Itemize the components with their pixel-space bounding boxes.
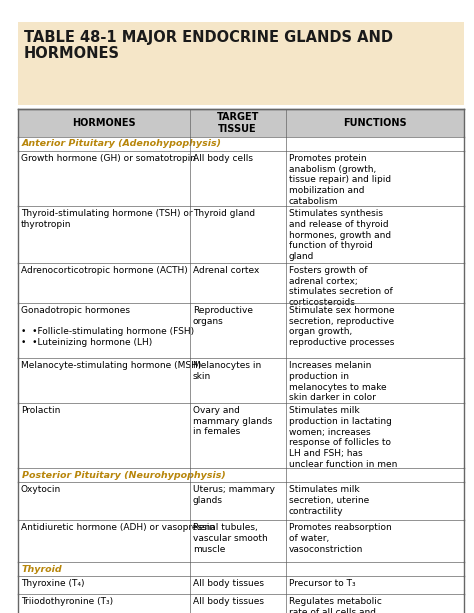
Text: Adrenal cortex: Adrenal cortex (193, 266, 259, 275)
Bar (18, 576, 464, 594)
Bar (18, 263, 464, 303)
Text: Uterus; mammary
glands: Uterus; mammary glands (193, 485, 275, 504)
Text: Oxytocin: Oxytocin (21, 485, 61, 494)
Text: Renal tubules,
vascular smooth
muscle: Renal tubules, vascular smooth muscle (193, 523, 267, 554)
Text: Promotes reabsorption
of water,
vasoconstriction: Promotes reabsorption of water, vasocons… (289, 523, 392, 554)
Text: Stimulates synthesis
and release of thyroid
hormones, growth and
function of thy: Stimulates synthesis and release of thyr… (289, 209, 391, 261)
Text: Adrenocorticotropic hormone (ACTH): Adrenocorticotropic hormone (ACTH) (21, 266, 188, 275)
Text: Promotes protein
anabolism (growth,
tissue repair) and lipid
mobilization and
ca: Promotes protein anabolism (growth, tiss… (289, 154, 391, 206)
Bar (18, 206, 464, 263)
Text: HORMONES: HORMONES (72, 118, 136, 128)
Text: HORMONES: HORMONES (24, 46, 120, 61)
Text: Regulates metabolic
rate of all cells and: Regulates metabolic rate of all cells an… (289, 597, 382, 613)
Text: TABLE 48-1 MAJOR ENDOCRINE GLANDS AND: TABLE 48-1 MAJOR ENDOCRINE GLANDS AND (24, 30, 393, 45)
Text: Anterior Pituitary (Adenohypophysis): Anterior Pituitary (Adenohypophysis) (22, 140, 222, 148)
Text: Stimulate sex hormone
secretion, reproductive
organ growth,
reproductive process: Stimulate sex hormone secretion, reprodu… (289, 306, 394, 347)
Text: Precursor to T₃: Precursor to T₃ (289, 579, 355, 588)
Text: Antidiuretic hormone (ADH) or vasopressin: Antidiuretic hormone (ADH) or vasopressi… (21, 523, 215, 532)
Text: Growth hormone (GH) or somatotropin: Growth hormone (GH) or somatotropin (21, 154, 196, 163)
Bar (18, 468, 464, 482)
Text: Ovary and
mammary glands
in females: Ovary and mammary glands in females (193, 406, 272, 436)
Text: FUNCTIONS: FUNCTIONS (343, 118, 407, 128)
Bar (18, 520, 464, 562)
Text: Thyroid gland: Thyroid gland (193, 209, 255, 218)
Text: Fosters growth of
adrenal cortex;
stimulates secretion of
corticosteroids: Fosters growth of adrenal cortex; stimul… (289, 266, 392, 307)
Text: Posterior Pituitary (Neurohypophysis): Posterior Pituitary (Neurohypophysis) (22, 471, 226, 479)
Text: Melanocyte-stimulating hormone (MSH): Melanocyte-stimulating hormone (MSH) (21, 361, 201, 370)
Bar (18, 303, 464, 358)
Text: All body cells: All body cells (193, 154, 253, 163)
Text: All body tissues: All body tissues (193, 597, 264, 606)
Bar (18, 562, 464, 576)
Text: Gonadotropic hormones

•  •Follicle-stimulating hormone (FSH)
•  •Luteinizing ho: Gonadotropic hormones • •Follicle-stimul… (21, 306, 194, 347)
Text: Stimulates milk
secretion, uterine
contractility: Stimulates milk secretion, uterine contr… (289, 485, 369, 516)
Text: TARGET
TISSUE: TARGET TISSUE (217, 112, 259, 134)
Bar (18, 482, 464, 520)
Text: Prolactin: Prolactin (21, 406, 60, 415)
Text: Increases melanin
production in
melanocytes to make
skin darker in color: Increases melanin production in melanocy… (289, 361, 386, 402)
Bar (18, 403, 464, 468)
Bar (18, 22, 464, 105)
Text: Melanocytes in
skin: Melanocytes in skin (193, 361, 261, 381)
Text: Triiodothyronine (T₃): Triiodothyronine (T₃) (21, 597, 113, 606)
Bar (18, 137, 464, 151)
Text: All body tissues: All body tissues (193, 579, 264, 588)
Bar (18, 594, 464, 613)
Bar (18, 109, 464, 137)
Text: Stimulates milk
production in lactating
women; increases
response of follicles t: Stimulates milk production in lactating … (289, 406, 397, 469)
Text: Thyroid: Thyroid (22, 565, 63, 574)
Bar (18, 358, 464, 403)
Text: Reproductive
organs: Reproductive organs (193, 306, 253, 326)
Bar (18, 151, 464, 206)
Text: Thyroxine (T₄): Thyroxine (T₄) (21, 579, 84, 588)
Text: Thyroid-stimulating hormone (TSH) or
thyrotropin: Thyroid-stimulating hormone (TSH) or thy… (21, 209, 192, 229)
